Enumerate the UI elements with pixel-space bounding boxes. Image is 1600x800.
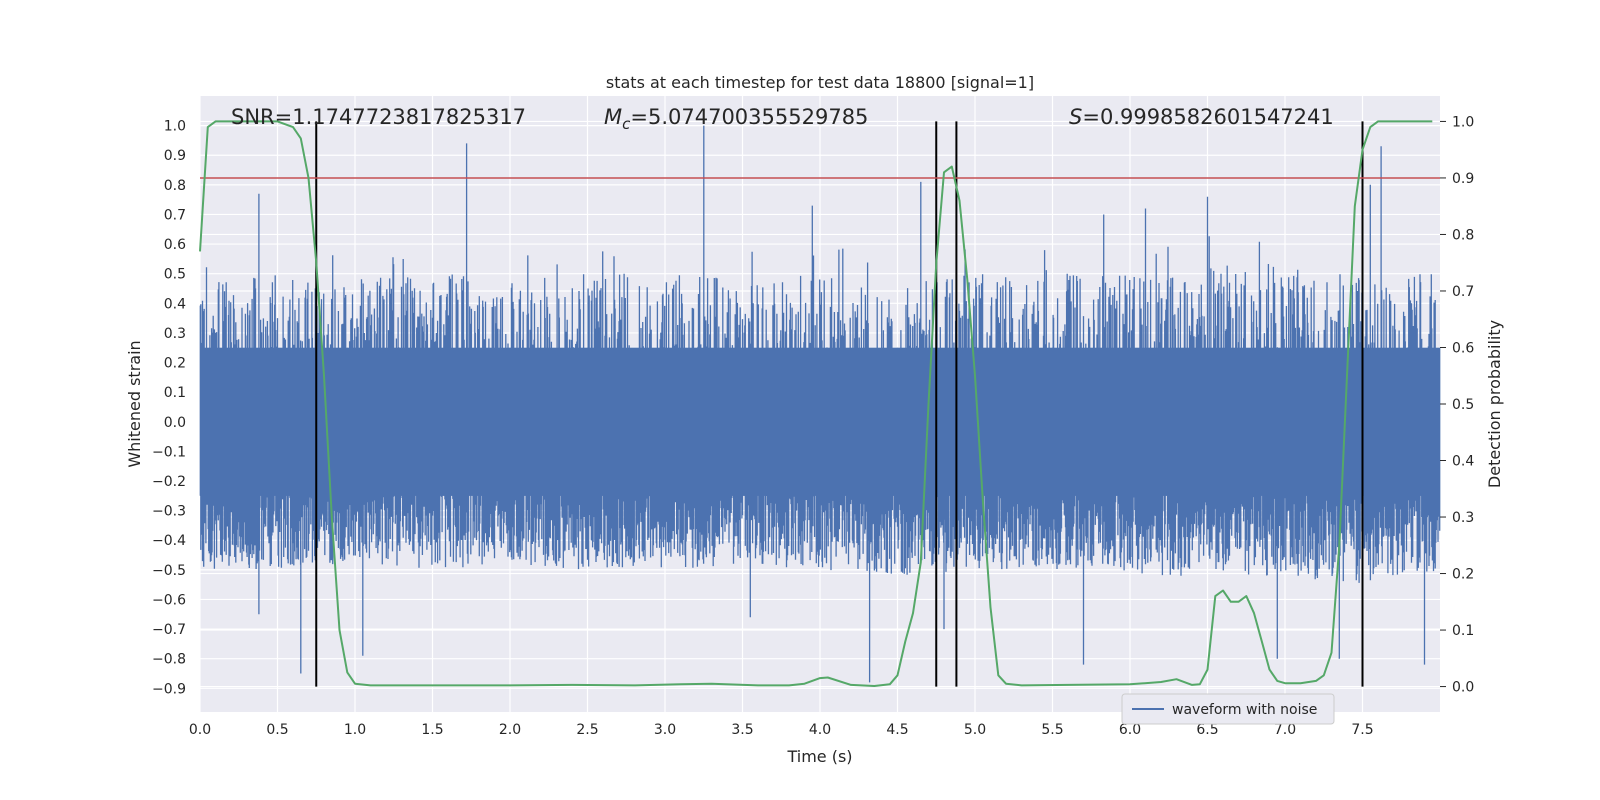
y-tick-label: −0.4 <box>152 533 186 549</box>
y-tick-label: −0.6 <box>152 592 186 608</box>
y2-axis-ticks: 0.0 0.1 0.2 0.3 0.4 0.5 0.6 0.7 0.8 0.9 1.0 <box>1440 114 1474 696</box>
detection-probability-line <box>199 120 1433 687</box>
x-tick-label: 5.0 <box>964 722 986 738</box>
y-tick-label: −0.8 <box>152 652 186 668</box>
x-axis-label: Time (s) <box>786 747 852 766</box>
x-tick-label: 2.5 <box>576 722 598 738</box>
y2-tick-label: 0.2 <box>1452 567 1474 583</box>
legend-box <box>1121 693 1335 725</box>
y-axis-ticks: −0.9 −0.8 −0.7 −0.6 −0.5 −0.4 −0.3 −0.2 −0.1 0.0 0… <box>152 119 186 698</box>
y-axis-label: Whitened strain <box>125 340 144 467</box>
x-tick-label: 3.0 <box>654 722 676 738</box>
x-tick-label: 1.5 <box>421 722 443 738</box>
y2-tick-label: 0.8 <box>1452 227 1474 243</box>
score-symbol: S <box>1069 105 1082 129</box>
score-annotation: S=0.9998582601547241 <box>1069 105 1334 129</box>
x-tick-label: 2.0 <box>499 722 521 738</box>
x-tick-label: 1.0 <box>344 722 366 738</box>
x-axis-ticks: 0.0 0.5 1.0 1.5 2.0 2.5 3.0 3.5 4.0 4.5 5.0 5.5 6.0 6… <box>189 722 1374 738</box>
x-tick-label: 0.5 <box>266 722 288 738</box>
chirp-mass-value: =5.074700355529785 <box>630 105 868 129</box>
y-tick-label: 0.8 <box>164 178 186 194</box>
y-tick-label: 0.5 <box>164 267 186 283</box>
y-tick-label: 0.1 <box>164 385 186 401</box>
y-tick-label: 0.3 <box>164 326 186 342</box>
vertical-marker-lines <box>315 121 1364 687</box>
y2-tick-label: 1.0 <box>1452 114 1474 130</box>
y-tick-label: −0.5 <box>152 563 186 579</box>
y2-tick-label: 0.7 <box>1452 284 1474 300</box>
x-tick-label: 6.0 <box>1119 722 1141 738</box>
x-tick-label: 5.5 <box>1041 722 1063 738</box>
legend: waveform with noise <box>1121 693 1335 725</box>
y-tick-label: 0.2 <box>164 356 186 372</box>
waveform-with-noise-series <box>199 125 1441 683</box>
y-tick-label: 0.7 <box>164 207 186 223</box>
legend-label: waveform with noise <box>1172 702 1317 718</box>
y2-tick-label: 0.6 <box>1452 340 1474 356</box>
y-tick-label: −0.7 <box>152 622 186 638</box>
x-tick-label: 0.0 <box>189 722 211 738</box>
x-tick-label: 7.0 <box>1274 722 1296 738</box>
y-tick-label: 0.9 <box>164 148 186 164</box>
x-tick-label: 3.5 <box>731 722 753 738</box>
y-tick-label: 0.6 <box>164 237 186 253</box>
chart-title: stats at each timestep for test data 188… <box>606 73 1034 92</box>
y2-tick-label: 0.1 <box>1452 623 1474 639</box>
waveform-trace <box>199 125 1441 683</box>
y2-tick-label: 0.5 <box>1452 397 1474 413</box>
y2-tick-label: 0.0 <box>1452 680 1474 696</box>
y-tick-label: −0.2 <box>152 474 186 490</box>
y2-axis-label: Detection probability <box>1485 320 1504 488</box>
y-tick-label: −0.1 <box>152 444 186 460</box>
detection-probability-series <box>199 120 1433 687</box>
y2-tick-label: 0.4 <box>1452 454 1474 470</box>
x-tick-label: 6.5 <box>1196 722 1218 738</box>
y-tick-label: 1.0 <box>164 119 186 135</box>
chirp-mass-symbol: M <box>604 105 622 129</box>
y-tick-label: −0.9 <box>152 681 186 697</box>
x-tick-label: 7.5 <box>1351 722 1373 738</box>
chirp-mass-subscript: c <box>622 115 631 133</box>
y-tick-label: 0.0 <box>164 415 186 431</box>
snr-annotation: SNR=1.1747723817825317 <box>231 105 526 129</box>
y2-tick-label: 0.3 <box>1452 510 1474 526</box>
y-tick-label: −0.3 <box>152 504 186 520</box>
score-value: =0.9998582601547241 <box>1082 105 1333 129</box>
y2-tick-label: 0.9 <box>1452 171 1474 187</box>
y-tick-label: 0.4 <box>164 296 186 312</box>
x-tick-label: 4.0 <box>809 722 831 738</box>
chirp-mass-annotation: Mc=5.074700355529785 <box>604 105 868 133</box>
x-tick-label: 4.5 <box>886 722 908 738</box>
